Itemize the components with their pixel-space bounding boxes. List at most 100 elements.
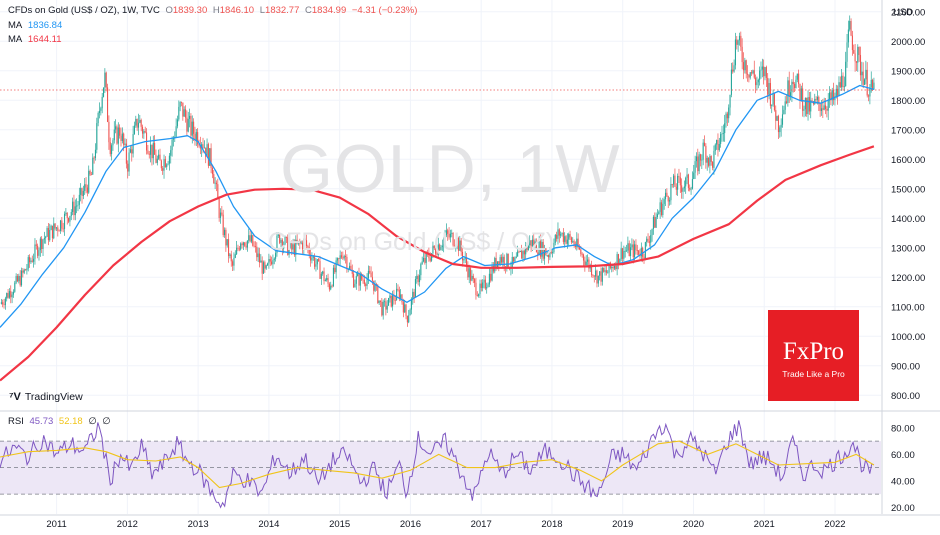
candle-body [601,268,603,282]
watermark-title: GOLD, 1W [280,131,621,207]
candle-body [406,315,408,323]
candle-body [93,157,95,159]
candle-body [515,256,517,258]
candle-body [686,174,688,178]
candle-body [43,238,45,240]
candle-body [246,240,248,248]
candle-body [439,244,441,251]
candle-body [273,258,275,261]
candle-body [752,70,754,74]
candle-body [293,244,295,255]
candle-body [768,82,770,95]
candle-body [386,305,388,310]
candle-body [369,270,371,273]
candle-body [744,60,746,71]
candle-body [740,35,742,47]
candle-body [240,243,242,250]
candle-body [765,67,767,78]
candle-body [585,261,587,266]
candle-body [383,301,386,303]
candle-body [837,88,839,96]
fxpro-wordmark: FxPro [782,338,845,365]
candle-body [108,121,110,143]
symbol-label[interactable]: CFDs on Gold (US$ / OZ), 1W, TVC [8,5,160,16]
candle-body [572,241,574,243]
candle-body [749,72,751,78]
candle-body [254,246,257,247]
candle-body [519,251,521,252]
axes [0,0,940,516]
candle-body [741,46,743,63]
candle-body [456,237,458,246]
candle-body [252,235,254,246]
candle-body [870,79,872,88]
x-tick-label: 2016 [400,519,421,530]
candle-body [308,247,310,255]
candle-body [484,279,486,289]
candle-body [30,260,32,263]
candle-body [582,254,585,261]
candle-body [831,90,833,101]
candle-body [353,273,355,288]
candle-body [230,254,232,262]
candle-body [315,264,317,267]
candle-body [363,279,365,285]
candle-body [600,271,602,282]
candle-body [162,168,164,171]
candle-body [449,233,451,238]
candle-body [531,239,533,247]
candle-body [291,243,293,250]
candle-body [245,245,247,248]
high-label: H [212,5,220,16]
candle-body [323,271,325,282]
candle-body [568,234,570,240]
candle-body [861,71,863,76]
rsi-line [0,420,875,509]
candle-body [553,242,555,253]
candle-body [437,244,439,255]
candle-body [792,81,794,85]
candle-body [88,170,90,193]
candle-body [772,93,774,105]
rsi-legend[interactable]: RSI 45.73 52.18 ∅ ∅ [8,416,114,428]
candle-body [158,154,160,159]
candle-body [277,234,279,236]
candle-body [685,177,687,187]
candle-body [463,259,465,261]
candle-body [558,229,560,236]
candle-body [116,126,118,144]
tradingview-text: TradingView [24,391,83,403]
candle-body [163,159,165,171]
candle-body [33,258,35,262]
candle-body [527,245,529,251]
candle-body [624,250,626,252]
candle-body [223,229,226,236]
candle-body [105,72,107,88]
candle-body [834,96,836,101]
candle-body [338,258,340,260]
candle-body [693,172,695,180]
tradingview-brand[interactable]: ⁷V TradingView [9,391,83,403]
candle-body [495,257,497,268]
candle-body [737,40,739,45]
axis-labels: 800.00 900.00 1000.00 1100.00 1200.00 1300.00… [46,7,925,530]
open-label: O [165,5,173,16]
ma-legend-1[interactable]: MA 1836.84 [8,20,65,32]
y-tick-label: 1500.00 [891,184,925,195]
candle-body [213,174,215,184]
candle-body [76,205,78,207]
candle-body [80,188,82,195]
candle-body [140,119,142,127]
candle-body [23,269,25,273]
candle-body [421,261,423,265]
candle-body [733,65,735,72]
candle-body [486,287,488,289]
candle-body [784,101,786,110]
candle-body [838,82,840,96]
candle-body [811,100,813,102]
candle-body [299,241,301,244]
x-tick-label: 2011 [46,519,66,530]
candle-body [615,265,617,270]
candle-body [264,262,266,269]
ma-legend-2[interactable]: MA 1644.11 [8,34,65,46]
